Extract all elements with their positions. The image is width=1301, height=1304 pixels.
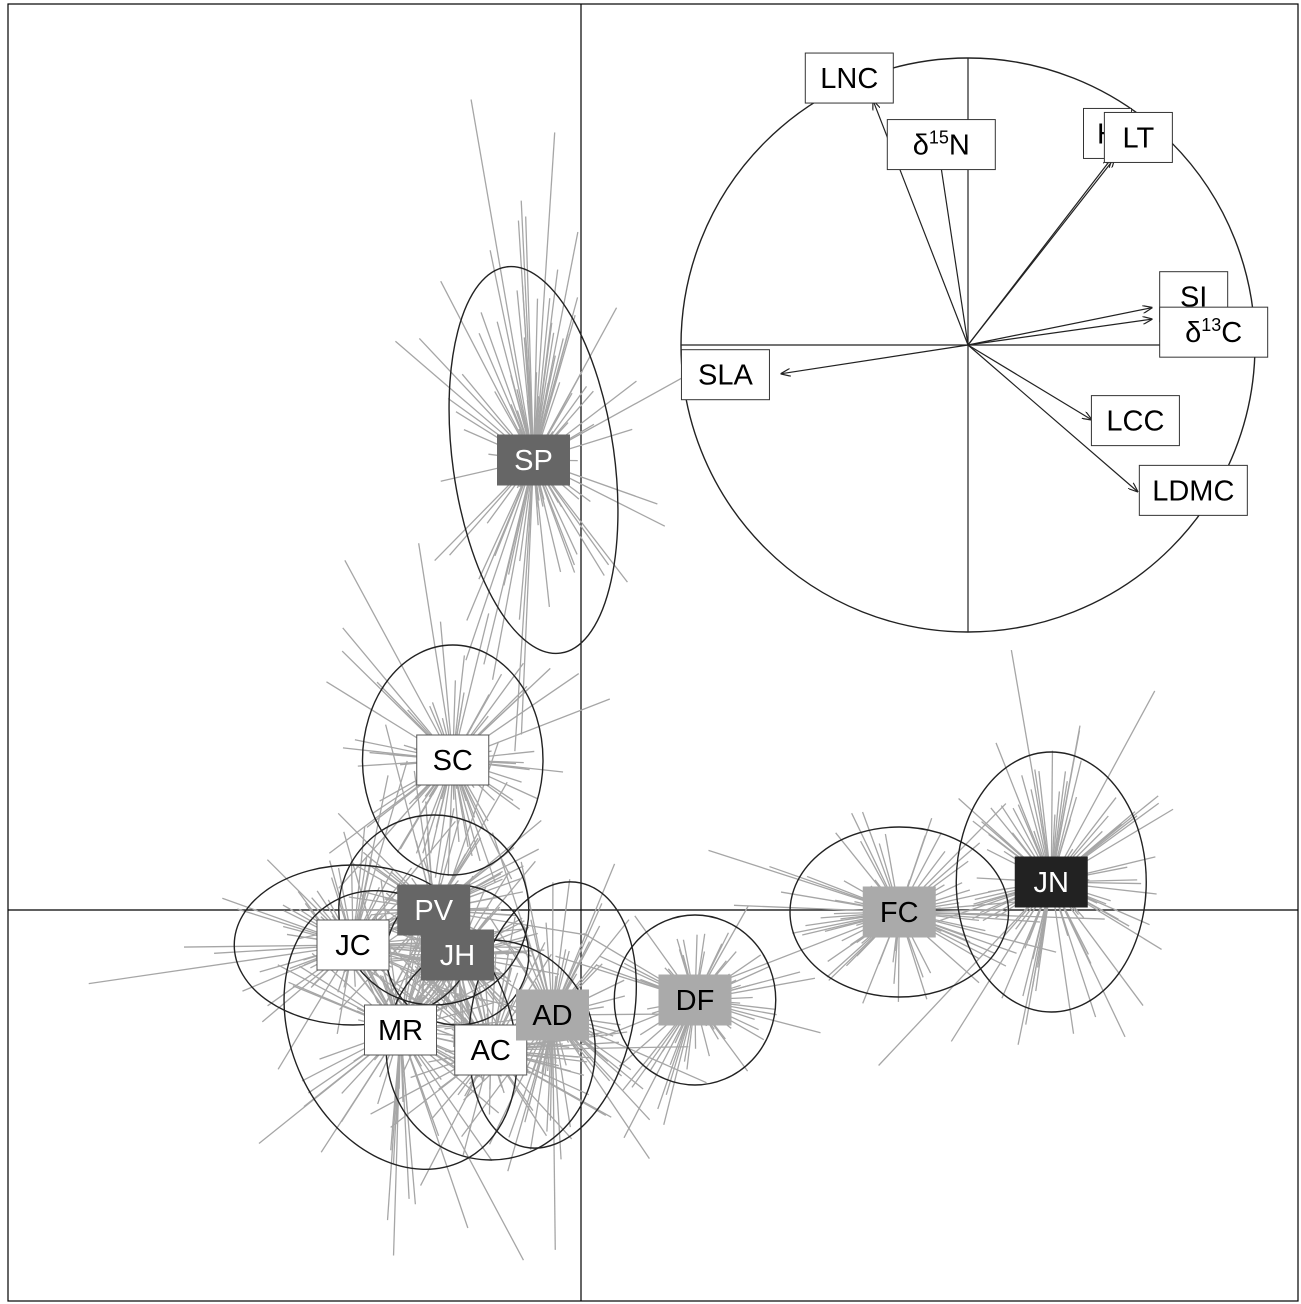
svg-text:AD: AD xyxy=(532,1000,572,1032)
observation-spoke-sp xyxy=(532,132,556,461)
variable-label-lnc: LNC xyxy=(804,52,894,104)
observation-spoke-mr xyxy=(399,1029,525,1261)
observation-spoke-jn xyxy=(1017,881,1052,1045)
observation-spoke-jc xyxy=(352,775,389,946)
svg-text:LT: LT xyxy=(1123,122,1155,154)
group-label-ac: AC xyxy=(454,1024,528,1076)
variable-label-δ13c: δ13C xyxy=(1159,306,1269,358)
observation-spoke-sp xyxy=(532,298,551,461)
svg-text:JN: JN xyxy=(1034,867,1069,899)
group-label-jc: JC xyxy=(316,919,390,971)
observation-spoke-sp xyxy=(466,459,535,621)
observation-spoke-sp xyxy=(489,250,535,461)
observation-spoke-jn xyxy=(1050,690,1156,883)
observation-spoke-jc xyxy=(352,760,408,946)
loading-arrow-lcc xyxy=(967,344,1091,420)
svg-text:JH: JH xyxy=(440,940,475,972)
observation-spoke-jn xyxy=(878,881,1052,1066)
svg-text:LCC: LCC xyxy=(1106,406,1164,438)
observation-spoke-sp xyxy=(532,231,579,461)
loading-arrow-δ13c xyxy=(967,319,1152,346)
observation-spoke-sp xyxy=(521,285,535,461)
plot-frame xyxy=(7,3,1299,1302)
observation-spoke-sp xyxy=(465,459,535,661)
svg-text:MR: MR xyxy=(378,1015,423,1047)
group-ellipse-df xyxy=(613,914,777,1086)
group-label-fc: FC xyxy=(862,886,936,938)
svg-text:PV: PV xyxy=(414,895,453,927)
svg-text:SP: SP xyxy=(514,445,553,477)
loading-arrow-si xyxy=(967,308,1152,346)
observation-spoke-sp xyxy=(491,459,535,680)
group-label-sc: SC xyxy=(416,734,490,786)
variable-label-lcc: LCC xyxy=(1090,395,1180,447)
svg-text:FC: FC xyxy=(880,897,919,929)
svg-text:δ15N: δ15N xyxy=(913,128,970,162)
observation-spoke-sp xyxy=(516,290,535,461)
group-ellipse-sp xyxy=(448,265,619,655)
variable-label-lt: LT xyxy=(1103,111,1173,163)
svg-text:DF: DF xyxy=(676,985,715,1017)
svg-text:AC: AC xyxy=(471,1035,511,1067)
observation-spoke-sp xyxy=(532,269,559,461)
observation-spoke-jc xyxy=(88,944,354,985)
group-ellipse-mr xyxy=(283,890,518,1170)
svg-text:LNC: LNC xyxy=(820,63,878,95)
group-label-jh: JH xyxy=(421,929,494,981)
svg-text:LDMC: LDMC xyxy=(1152,475,1234,507)
loading-arrow-δ15n xyxy=(939,156,969,346)
loading-arrow-lt xyxy=(967,158,1114,346)
observation-spoke-jn xyxy=(1010,649,1052,883)
observation-spoke-jn xyxy=(1050,881,1126,1038)
group-ellipse-ad xyxy=(467,881,638,1149)
svg-text:δ13C: δ13C xyxy=(1185,315,1242,349)
group-label-pv: PV xyxy=(397,884,471,936)
variable-label-δ15n: δ15N xyxy=(886,119,996,171)
svg-text:SC: SC xyxy=(433,745,473,777)
observation-spoke-sp xyxy=(532,298,539,461)
group-ellipse-fc xyxy=(789,826,1010,998)
observation-spoke-sc xyxy=(344,560,454,761)
observation-spoke-sp xyxy=(520,200,535,461)
observation-spoke-sp xyxy=(514,459,535,752)
observation-spoke-ad xyxy=(507,1014,554,1172)
group-ellipse-jn xyxy=(955,751,1147,1013)
variable-label-sla: SLA xyxy=(680,349,770,401)
observation-spoke-pv xyxy=(384,724,435,911)
group-label-df: DF xyxy=(658,974,732,1026)
group-label-sp: SP xyxy=(497,434,570,486)
group-label-ad: AD xyxy=(516,989,589,1041)
group-label-jn: JN xyxy=(1014,856,1088,908)
group-ellipse-sc xyxy=(361,644,544,876)
observation-spoke-sp xyxy=(470,99,535,461)
loading-arrow-ldmc xyxy=(967,344,1137,491)
loading-arrow-sla xyxy=(781,344,969,374)
svg-text:SLA: SLA xyxy=(698,360,753,392)
variable-label-ldmc: LDMC xyxy=(1138,464,1248,516)
observation-spoke-sp xyxy=(440,280,535,461)
observation-spoke-sp xyxy=(525,216,535,461)
svg-text:JC: JC xyxy=(335,930,370,962)
group-label-mr: MR xyxy=(364,1004,437,1056)
observation-spoke-sc xyxy=(418,543,454,761)
